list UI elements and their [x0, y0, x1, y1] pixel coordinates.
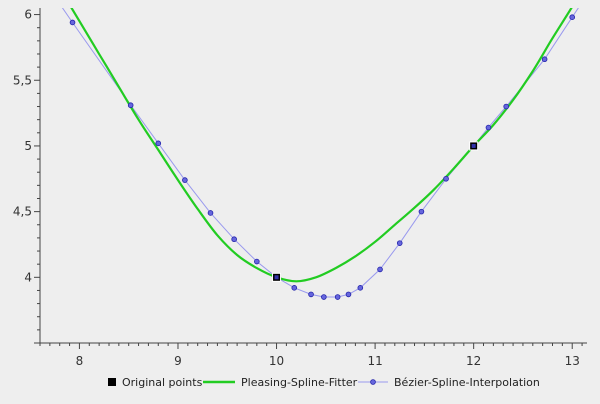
bezier-point — [345, 291, 352, 298]
bezier-point — [207, 210, 214, 216]
bezier-point — [231, 236, 237, 243]
legend-label-original-points: Original points — [122, 376, 203, 389]
y-tick-label: 5 — [24, 139, 32, 153]
bezier-point — [443, 175, 449, 182]
x-tick-label: 8 — [76, 354, 84, 368]
bezier-point — [182, 177, 188, 183]
legend-swatch-bezier-marker — [370, 379, 376, 385]
legend-label-bezier-spline: Bézier-Spline-Interpolation — [394, 376, 540, 389]
x-tick-label: 9 — [174, 354, 182, 368]
bezier-point — [377, 266, 383, 273]
bezier-point — [418, 208, 425, 215]
bezier-point — [334, 294, 341, 300]
x-tick-label: 10 — [269, 354, 284, 368]
original-point-center — [471, 143, 476, 148]
y-tick-label: 5,5 — [13, 73, 32, 87]
bezier-spline-line — [61, 8, 579, 298]
bezier-point — [396, 240, 403, 246]
bezier-point — [321, 294, 327, 300]
bezier-point — [357, 285, 364, 291]
bezier-point — [541, 56, 548, 63]
x-tick-label: 13 — [565, 354, 580, 368]
axes: 4 4,5 5 5,5 6 8 9 10 11 12 13 — [13, 8, 587, 368]
legend-swatch-original-points — [108, 378, 116, 386]
y-tick-label: 4,5 — [13, 205, 32, 219]
bezier-point — [254, 258, 260, 265]
y-tick-label: 4 — [24, 270, 32, 284]
bezier-point — [127, 102, 134, 109]
x-tick-label: 11 — [367, 354, 382, 368]
bezier-point — [69, 19, 76, 26]
bezier-point — [485, 124, 492, 131]
y-tick-label: 6 — [24, 8, 32, 22]
bezier-point — [503, 103, 509, 110]
plot-area — [61, 8, 579, 300]
bezier-point — [308, 291, 314, 298]
legend: Original points Pleasing-Spline-Fitter Béz… — [108, 376, 540, 389]
original-point-center — [274, 275, 279, 280]
bezier-point — [291, 285, 298, 291]
pleasing-spline-line — [70, 8, 573, 283]
bezier-point — [569, 14, 576, 20]
x-tick-label: 12 — [466, 354, 481, 368]
bezier-point — [155, 140, 162, 147]
legend-label-pleasing-spline: Pleasing-Spline-Fitter — [241, 376, 358, 389]
